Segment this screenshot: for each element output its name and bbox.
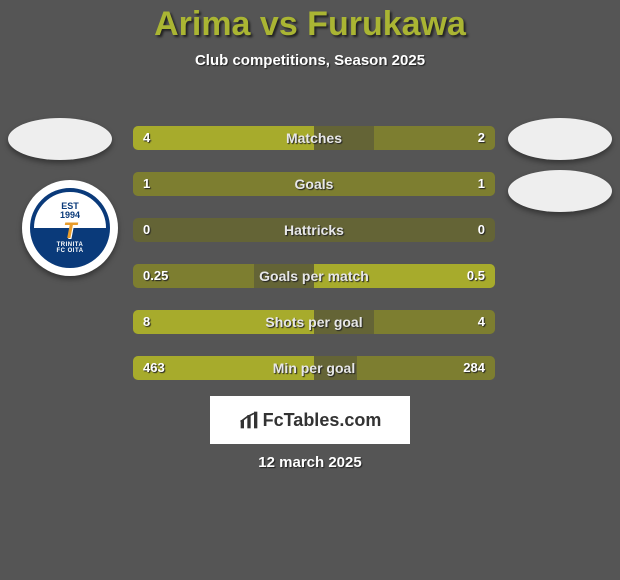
bar-label: Goals [133, 172, 495, 196]
bar-value-right: 2 [478, 126, 485, 150]
bar-value-left: 8 [143, 310, 150, 334]
bar-row: Shots per goal8 4 [133, 310, 495, 334]
club-badge-sub: FC OITA [56, 248, 83, 254]
club-badge-est: EST [61, 202, 79, 211]
bar-value-left: 463 [143, 356, 165, 380]
bar-value-left: 0 [143, 218, 150, 242]
page-title: Arima vs Furukawa [0, 0, 620, 44]
player-right-ellipse-2 [508, 170, 612, 212]
bar-value-right: 4 [478, 310, 485, 334]
chart-icon [239, 410, 259, 430]
club-badge-year: 1994 [60, 211, 80, 220]
club-badge-name: TRINITA [57, 242, 84, 248]
club-badge: EST 1994 T TRINITA FC OITA [22, 180, 118, 276]
bar-label: Shots per goal [133, 310, 495, 334]
comparison-bars: Matches42Goals11Hattricks00Goals per mat… [133, 126, 495, 402]
bar-row: Goals per match0.25 0.5 [133, 264, 495, 288]
bar-value-right: 0.5 [467, 264, 485, 288]
bar-value-right: 0 [478, 218, 485, 242]
bar-label: Min per goal [133, 356, 495, 380]
bar-row: Matches4 2 [133, 126, 495, 150]
page-subtitle: Club competitions, Season 2025 [0, 52, 620, 69]
bar-value-left: 1 [143, 172, 150, 196]
player-left-ellipse [8, 118, 112, 160]
page-root: Arima vs Furukawa Club competitions, Sea… [0, 0, 620, 580]
bar-label: Matches [133, 126, 495, 150]
source-logo-box: FcTables.com [210, 396, 410, 444]
bar-row: Goals1 1 [133, 172, 495, 196]
bar-value-left: 4 [143, 126, 150, 150]
bar-value-left: 0.25 [143, 264, 168, 288]
bar-row: Hattricks0 0 [133, 218, 495, 242]
bar-value-right: 284 [463, 356, 485, 380]
club-badge-inner: EST 1994 T TRINITA FC OITA [30, 188, 110, 268]
source-logo-text: FcTables.com [263, 410, 382, 431]
club-badge-letter: T [63, 220, 76, 242]
player-right-ellipse [508, 118, 612, 160]
date-text: 12 march 2025 [0, 454, 620, 471]
bar-label: Goals per match [133, 264, 495, 288]
bar-row: Min per goal463 284 [133, 356, 495, 380]
bar-label: Hattricks [133, 218, 495, 242]
bar-value-right: 1 [478, 172, 485, 196]
